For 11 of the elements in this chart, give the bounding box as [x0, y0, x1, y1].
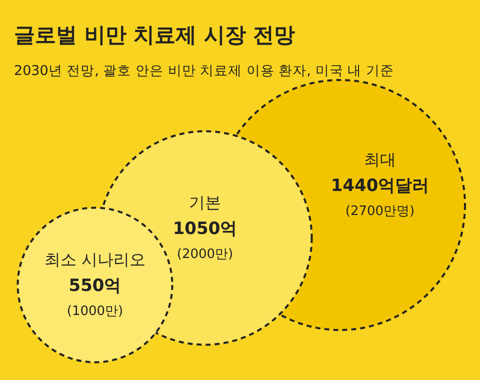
text: (2700만명) — [345, 204, 415, 219]
text: 글로벌 비만 치료제 시장 전망 — [14, 23, 296, 47]
text: 2030년 전망, 괄호 안은 비만 치료제 이용 환자, 미국 내 기준 — [14, 63, 394, 79]
category-label: 최대 — [364, 150, 396, 169]
category-label: 최소 시나리오 — [44, 250, 146, 269]
text: (2000만) — [176, 247, 234, 262]
data-label: 550억 — [68, 276, 122, 296]
text: (1000만) — [66, 304, 124, 319]
data-label: 1050억 — [172, 219, 238, 239]
data-label: 1440억달러 — [330, 176, 430, 196]
category-label: 기본 — [189, 193, 221, 212]
